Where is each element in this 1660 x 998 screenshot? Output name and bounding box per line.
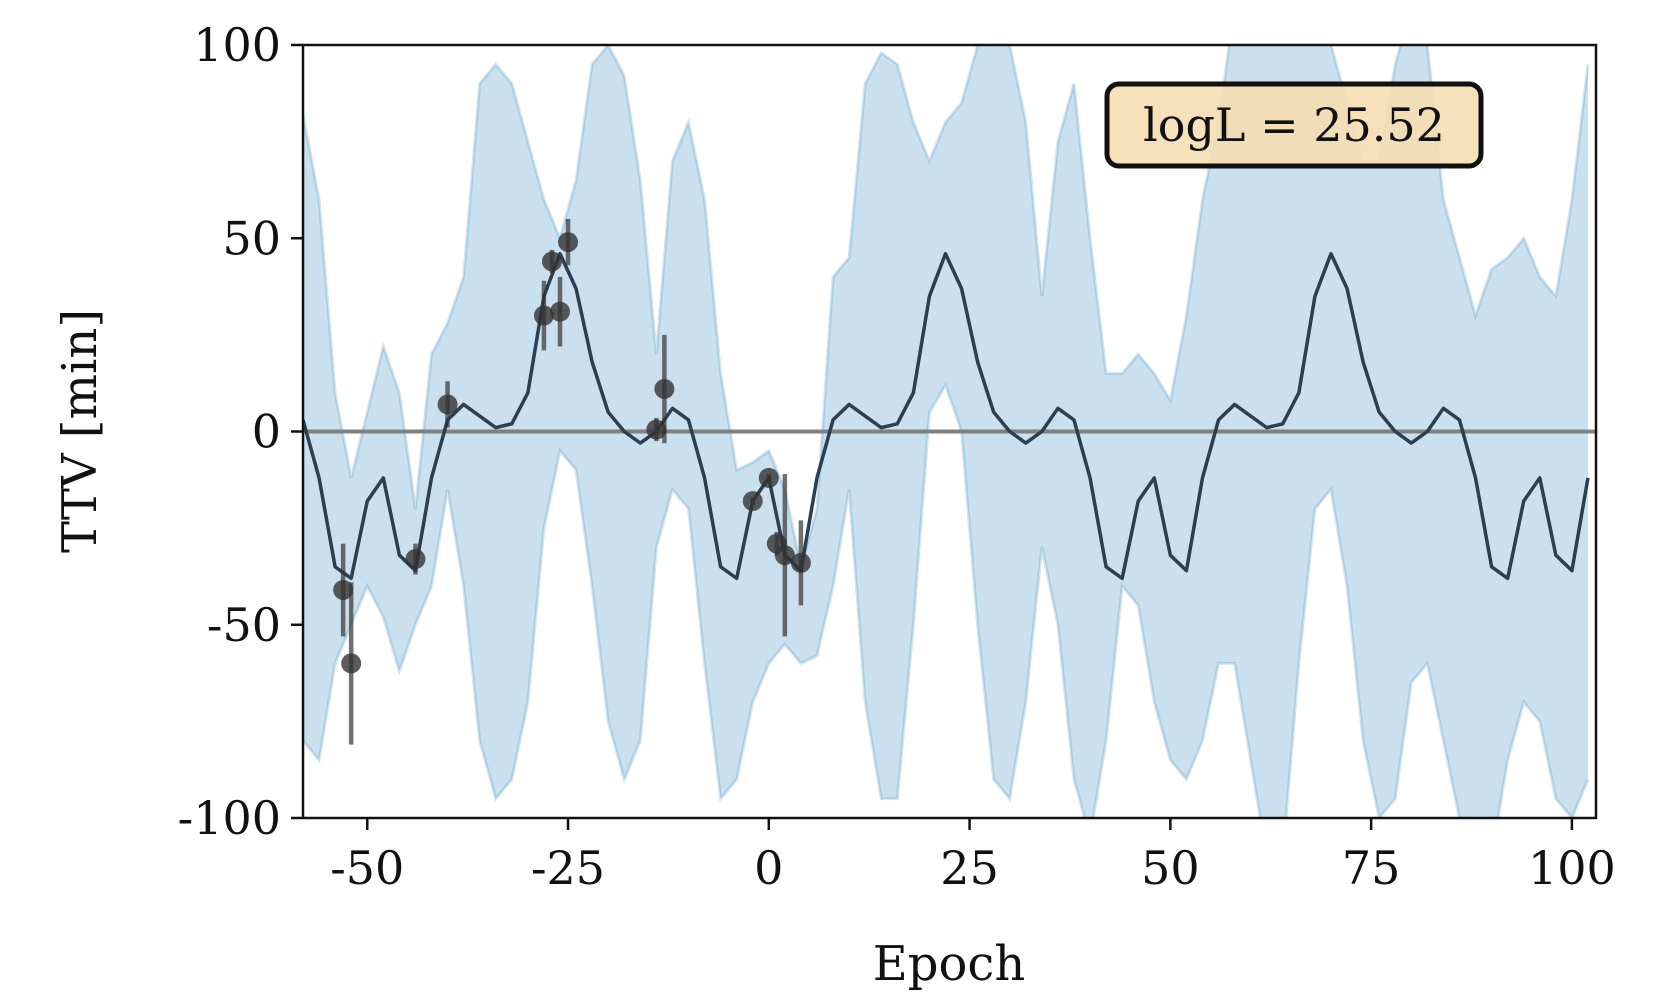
annotation: logL = 25.52 xyxy=(1143,98,1445,152)
x-tick-label: 100 xyxy=(1528,841,1616,895)
band-fill xyxy=(303,45,1588,818)
data-point xyxy=(558,232,579,253)
x-tick-label: 75 xyxy=(1342,841,1401,895)
y-tick-label: -100 xyxy=(178,791,281,845)
data-point xyxy=(790,552,811,573)
band-edge xyxy=(303,381,1590,818)
y-tick-label: 100 xyxy=(193,18,281,72)
x-tick-label: 50 xyxy=(1141,841,1200,895)
data-point xyxy=(341,653,362,674)
data-point xyxy=(533,305,554,326)
data-point xyxy=(774,545,795,566)
y-tick-label: 50 xyxy=(222,211,281,265)
y-tick-label: -50 xyxy=(207,598,281,652)
y-tick-label: 0 xyxy=(252,405,281,459)
data-point xyxy=(758,467,779,488)
data-point xyxy=(646,419,667,440)
data-point xyxy=(333,579,354,600)
data-point xyxy=(742,491,763,512)
model-line xyxy=(303,251,1590,581)
data-point xyxy=(654,378,675,399)
annotation-box xyxy=(1104,81,1484,169)
data-point xyxy=(437,394,458,415)
x-tick-label: -50 xyxy=(330,841,404,895)
data-point xyxy=(541,251,562,272)
data-point xyxy=(405,549,426,570)
x-tick-label: 0 xyxy=(754,841,783,895)
y-axis-label: TTV [min] xyxy=(52,309,108,553)
x-axis-label: Epoch xyxy=(873,936,1025,992)
data-point xyxy=(549,301,570,322)
x-tick-label: 25 xyxy=(940,841,999,895)
x-tick-label: -25 xyxy=(531,841,605,895)
